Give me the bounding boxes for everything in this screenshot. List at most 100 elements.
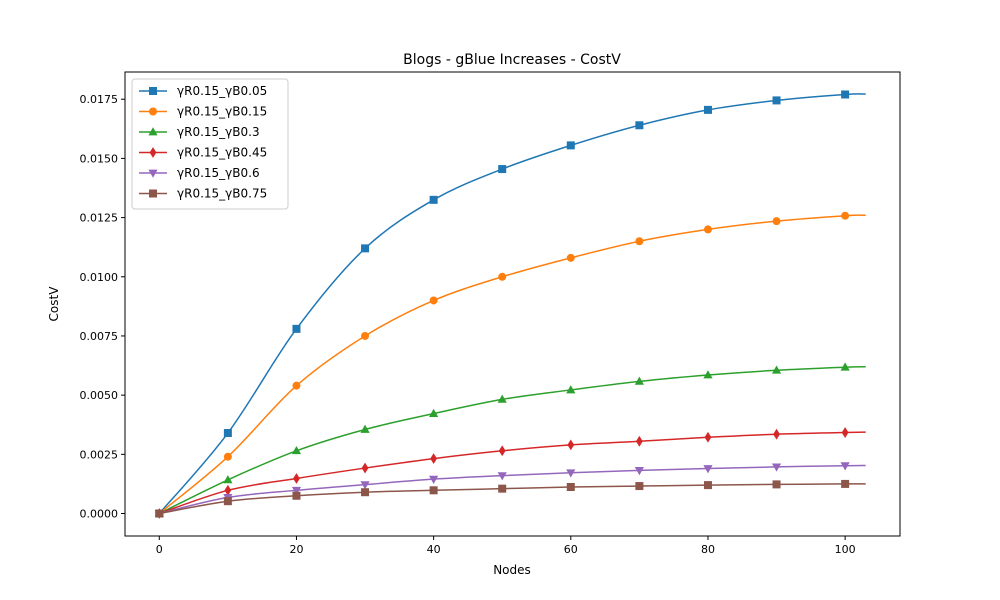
data-point-triangle-down [566,469,576,478]
legend-label: γR0.15_γB0.15 [177,105,267,119]
y-tick-label: 0.0125 [80,212,119,225]
x-tick-label: 60 [564,543,578,556]
data-point-triangle-up [223,475,233,484]
data-point-diamond [361,462,369,474]
x-tick-label: 40 [427,543,441,556]
data-point-square [635,482,644,491]
data-point-square [292,324,301,333]
data-point-triangle-down [360,481,370,490]
series-1 [155,211,866,518]
legend-label: γR0.15_γB0.05 [177,84,267,98]
legend-entry: γR0.15_γB0.6 [139,166,260,180]
data-point-diamond [773,428,780,440]
data-point-square [635,121,644,130]
data-point-square [361,488,370,497]
series-2 [154,362,866,517]
data-point-triangle-up [360,424,370,433]
data-point-square [498,484,507,493]
data-point-square [772,96,781,105]
data-point-square [566,482,575,491]
series-line [159,431,866,515]
data-point-circle [703,225,712,234]
data-point-triangle-down [291,486,302,496]
legend-label: γR0.15_γB0.75 [177,187,267,201]
data-point-triangle-down [771,463,782,472]
x-axis-label: Nodes [493,563,531,577]
data-point-square [498,165,507,174]
data-point-square [149,189,157,198]
data-point-circle [635,237,644,246]
data-point-circle [566,253,575,262]
y-tick-label: 0.0175 [80,93,119,106]
data-point-square [703,105,712,114]
data-point-circle [841,211,850,220]
series-line [158,365,866,515]
legend-label: γR0.15_γB0.3 [177,125,260,139]
data-point-square [429,195,438,204]
data-point-circle [498,272,507,281]
data-point-diamond [149,147,157,158]
data-point-circle [361,331,370,340]
data-point-circle [772,217,781,226]
data-point-square [429,486,438,495]
data-point-square [566,141,575,150]
data-point-triangle-down [840,462,850,471]
data-point-triangle-up [703,370,713,379]
legend-entry: γR0.15_γB0.75 [139,187,267,201]
data-point-diamond [498,445,506,457]
y-tick-label: 0.0150 [80,152,119,165]
legend-box [131,78,289,210]
data-point-diamond [841,427,849,438]
data-point-circle [149,107,157,116]
y-tick-label: 0.0050 [80,389,119,402]
data-point-diamond [224,484,232,496]
data-point-triangle-down [429,475,439,484]
data-point-triangle-up [148,127,158,136]
x-tick-label: 0 [156,543,163,556]
data-point-diamond [635,435,643,447]
data-point-triangle-up [497,394,507,403]
legend-entry: γR0.15_γB0.3 [139,125,260,139]
data-point-square [149,87,157,95]
data-point-square [841,479,850,488]
series-layer [154,90,866,519]
data-point-square [223,429,232,438]
data-point-square [361,244,370,253]
data-point-triangle-down [497,472,507,481]
data-point-diamond [430,453,438,464]
data-point-triangle-down [148,169,158,178]
series-line [158,214,866,515]
data-point-circle [292,381,301,390]
legend-entry: γR0.15_γB0.45 [139,146,267,160]
data-point-triangle-down [703,465,713,474]
x-axis-ticks: 0 20 40 60 80 100 [156,536,856,556]
legend-entry: γR0.15_γB0.15 [139,105,267,119]
data-point-circle [223,452,232,461]
plot-frame [124,71,901,537]
legend-label: γR0.15_γB0.6 [177,166,260,180]
legend-entry: γR0.15_γB0.05 [139,84,267,98]
data-point-diamond [567,439,575,451]
y-axis-ticks: 0.0000 0.0025 0.0050 0.0075 0.0100 0.0125 0.01… [80,93,125,521]
x-tick-label: 20 [289,543,303,556]
data-point-triangle-up [771,365,782,374]
legend: γR0.15_γB0.05 γR0.15_γB0.15 γR0.15_γB0.3 γR… [131,78,289,210]
data-point-triangle-up [566,385,576,394]
series-5 [155,479,866,518]
data-point-triangle-down [634,467,644,476]
chart-title: Blogs - gBlue Increases - CostV [403,52,621,68]
series-line [159,483,866,515]
series-4 [154,462,866,519]
data-point-triangle-up [634,376,644,385]
data-point-square [841,90,850,99]
data-point-diamond [293,473,300,484]
data-point-square [772,480,781,489]
y-tick-label: 0.0075 [80,330,119,343]
data-point-square [223,497,232,506]
x-tick-label: 100 [835,543,856,556]
data-point-square [703,481,712,490]
series-line [159,464,866,515]
data-point-triangle-up [429,408,439,418]
series-3 [155,427,866,519]
